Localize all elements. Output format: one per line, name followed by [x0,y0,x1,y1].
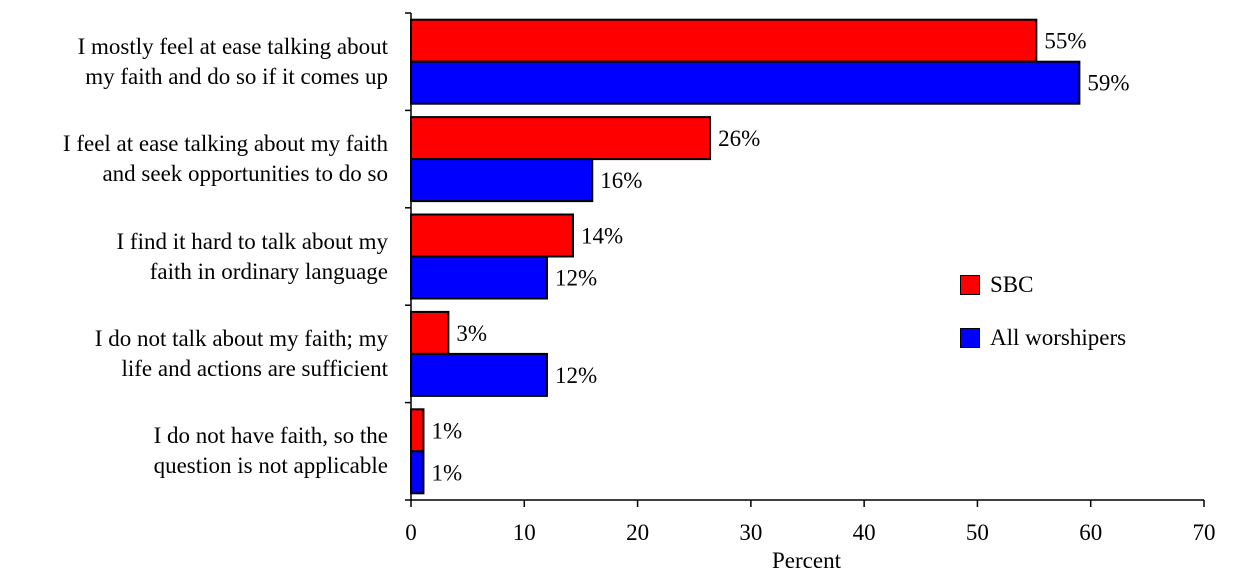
bar-sbc [410,18,1038,63]
data-label-all-worshipers: 1% [431,460,462,485]
bar-all-worshipers [410,158,594,203]
x-tick-label: 60 [1079,520,1102,545]
category-label: I feel at ease talking about my faith an… [62,131,388,187]
legend-label-sbc: SBC [990,272,1034,297]
category-label: I find it hard to talk about my faith in… [116,228,388,284]
data-label-sbc: 55% [1044,29,1086,54]
legend-swatch-all-worshipers [960,328,980,348]
bar-all-worshipers [410,60,1081,105]
data-label-all-worshipers: 59% [1087,71,1129,96]
bar-sbc [410,116,712,161]
x-tick-label: 70 [1193,520,1216,545]
legend-item-sbc: SBC [960,272,1034,297]
x-tick-label: 10 [513,520,536,545]
data-label-sbc: 3% [456,321,487,346]
category-label: I do not have faith, so the question is … [153,423,388,479]
data-label-all-worshipers: 16% [600,168,642,193]
x-tick-label: 30 [739,520,762,545]
x-tick-label: 0 [405,520,417,545]
category-label: I do not talk about my faith; my life an… [94,325,388,381]
data-label-all-worshipers: 12% [555,266,597,291]
category-label: I mostly feel at ease talking about my f… [77,33,388,89]
bar-sbc [410,310,450,355]
legend-swatch-sbc [960,275,980,295]
bar-all-worshipers [410,352,548,397]
bar-sbc [410,408,425,453]
x-tick-label: 50 [966,520,989,545]
data-label-sbc: 26% [718,126,760,151]
legend-label-all-worshipers: All worshipers [990,325,1127,350]
data-label-sbc: 14% [581,224,623,249]
x-tick-label: 20 [626,520,649,545]
legend-item-all-worshipers: All worshipers [960,325,1127,350]
bar-sbc [410,213,574,258]
data-label-all-worshipers: 12% [555,363,597,388]
x-axis-title: Percent [772,548,841,573]
bar-all-worshipers [410,255,548,300]
bar-all-worshipers [410,450,425,495]
x-tick-label: 40 [853,520,876,545]
data-label-sbc: 1% [431,418,462,443]
